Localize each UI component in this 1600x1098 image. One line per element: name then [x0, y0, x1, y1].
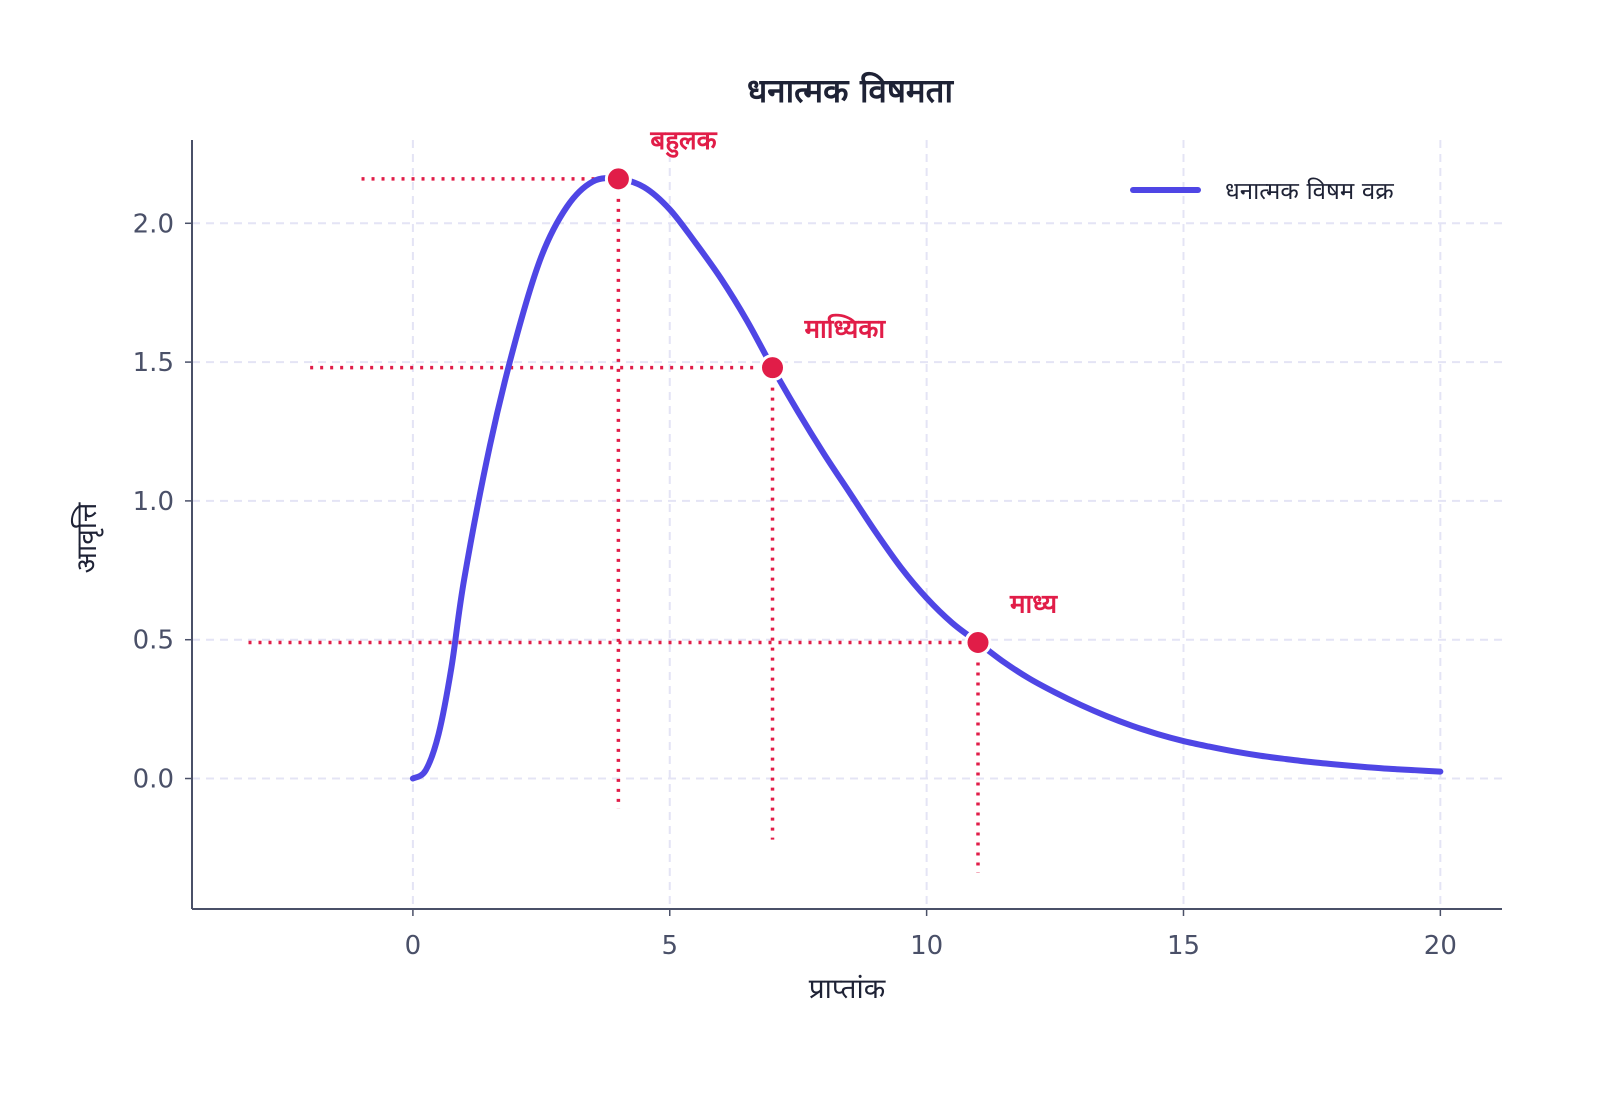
y-tick-label: 2.0	[133, 209, 174, 239]
chart-title: धनात्मक विषमता	[747, 71, 955, 110]
axes	[185, 140, 1502, 916]
annotation-point	[604, 165, 632, 193]
y-tick-label: 1.5	[133, 348, 174, 378]
annotation-lines	[248, 177, 980, 873]
legend-label: धनात्मक विषम वक्र	[1225, 177, 1394, 205]
annotation-label: माध्य	[1009, 589, 1058, 619]
series-line	[409, 175, 1444, 782]
y-tick-label: 0.5	[133, 626, 174, 656]
grid	[192, 140, 1502, 909]
x-tick-label: 10	[910, 931, 943, 961]
annotation-point	[759, 354, 787, 382]
y-axis-label: आवृत्ति	[70, 502, 104, 573]
x-axis-label: प्राप्तांक	[809, 972, 886, 1005]
legend: धनात्मक विषम वक्र	[1130, 177, 1394, 205]
series-layer	[409, 175, 1444, 782]
y-tick-label: 1.0	[133, 487, 174, 517]
x-tick-label: 5	[661, 931, 678, 961]
tick-labels: 0 5 10 15 20 0.0 0.5 1.0 1.5 2.0	[133, 209, 1457, 961]
annotation-label: माध्यिका	[804, 314, 887, 345]
x-tick-label: 20	[1424, 931, 1457, 961]
x-tick-label: 15	[1167, 931, 1200, 961]
x-tick-label: 0	[405, 931, 422, 961]
y-tick-label: 0.0	[133, 765, 174, 795]
annotation-markers: बहुलक माध्यिका माध्य	[604, 126, 1058, 656]
annotation-point	[964, 628, 992, 656]
annotation-label: बहुलक	[649, 126, 717, 158]
